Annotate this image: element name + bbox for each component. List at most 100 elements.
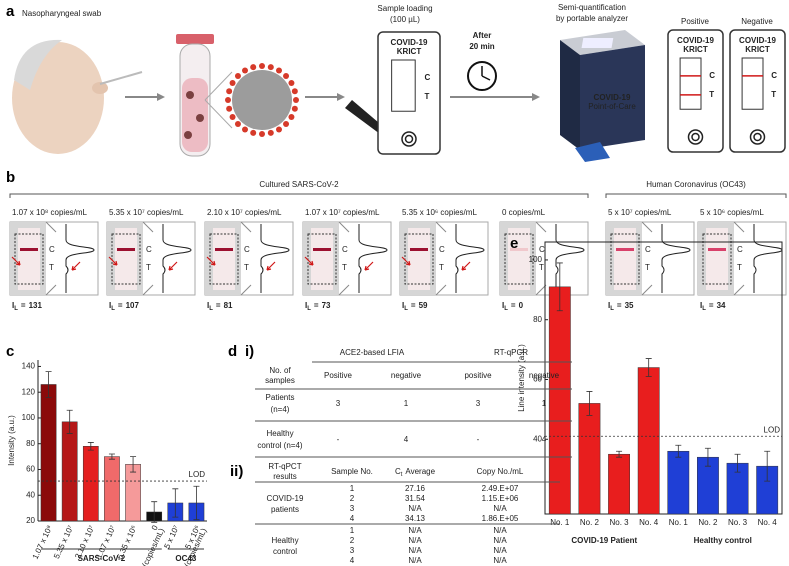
swab xyxy=(99,71,143,85)
symbol: I xyxy=(700,301,702,310)
x-tick-label: No. 2 xyxy=(698,518,718,527)
strip-pad xyxy=(115,228,137,290)
spike xyxy=(229,80,236,86)
analyzer-body xyxy=(560,40,580,150)
row-header: (n=4) xyxy=(271,405,290,414)
cell: 3 xyxy=(350,504,355,513)
strip-pad xyxy=(408,228,430,290)
y-tick-label: 100 xyxy=(529,255,543,264)
equals: = xyxy=(118,301,123,310)
c-label: C xyxy=(244,245,250,254)
cell: N/A xyxy=(493,546,507,555)
strip-pad xyxy=(213,228,235,290)
c-band xyxy=(510,248,528,251)
cell: N/A xyxy=(408,546,422,555)
y-tick-label: 60 xyxy=(26,465,35,474)
header: Copy No./mL xyxy=(477,467,524,476)
spike xyxy=(293,97,299,103)
spike xyxy=(288,114,295,120)
fold xyxy=(733,284,745,296)
x-tick-label: No. 3 xyxy=(610,518,630,527)
rest: Average xyxy=(405,467,435,476)
bar xyxy=(40,384,57,522)
x-tick-label: 1.07 x 10⁸ xyxy=(31,524,54,561)
spike xyxy=(276,126,282,133)
error-bar xyxy=(172,488,179,518)
y-tick-label: 40 xyxy=(26,490,35,499)
spike xyxy=(283,72,290,79)
group-label: control xyxy=(273,547,297,556)
x-tick-label: 5.35 x 10⁷ xyxy=(52,524,75,560)
screen xyxy=(581,38,614,48)
c-band xyxy=(410,248,428,251)
header: positive xyxy=(464,371,492,380)
group-label: Human Coronavirus (OC43) xyxy=(646,180,746,189)
cell: - xyxy=(477,435,480,444)
value: 131 xyxy=(29,301,43,310)
cell: 4 xyxy=(542,435,547,444)
group-label: patients xyxy=(271,505,299,514)
cell: 2.49.E+07 xyxy=(482,484,519,493)
fold xyxy=(435,284,447,296)
cell: 1 xyxy=(404,399,409,408)
cell: N/A xyxy=(493,526,507,535)
concentration-label: 0 copies/mL xyxy=(502,208,546,217)
spike xyxy=(229,114,236,120)
x-tick-line: 5 x 10⁷ xyxy=(162,524,181,550)
y-tick-label: 80 xyxy=(26,439,35,448)
bar xyxy=(82,446,99,522)
concentration-label: 5.35 x 10⁷ copies/mL xyxy=(109,208,184,217)
window xyxy=(404,233,434,285)
fold xyxy=(535,221,547,233)
c-label: C xyxy=(146,245,152,254)
spike xyxy=(242,126,248,133)
c-label: C xyxy=(539,245,545,254)
error-bar xyxy=(704,447,711,467)
t-label: T xyxy=(539,263,544,272)
arrow xyxy=(304,256,314,266)
cell: 27.16 xyxy=(405,484,426,493)
error-bar xyxy=(556,262,563,312)
fold xyxy=(641,284,653,296)
spike xyxy=(276,67,282,74)
spike xyxy=(291,88,298,95)
equals: = xyxy=(511,301,516,310)
window xyxy=(391,59,416,112)
cell: 1 xyxy=(350,484,355,493)
panel-label: b xyxy=(6,169,15,186)
concentration-label: 1.07 x 10⁷ copies/mL xyxy=(305,208,380,217)
concentration-label: 5 x 10⁶ copies/mL xyxy=(700,208,764,217)
row-header: Healthy xyxy=(266,429,293,438)
bar xyxy=(61,421,78,522)
error-bar xyxy=(734,453,741,473)
strip-pad xyxy=(508,228,530,290)
fold xyxy=(142,221,154,233)
fold xyxy=(733,221,745,233)
spike xyxy=(234,72,241,79)
subscript: L xyxy=(610,306,614,312)
c-label: C xyxy=(645,245,651,254)
panel-label: d xyxy=(228,343,237,360)
c-label: C xyxy=(737,245,743,254)
spike xyxy=(250,64,257,71)
clock-hands xyxy=(481,66,491,81)
x-tick-line: 5.35 x 10⁷ xyxy=(52,524,75,560)
row-header: control (n=4) xyxy=(257,441,302,450)
y-tick-label: 100 xyxy=(22,413,36,422)
table-label: i) xyxy=(245,343,254,360)
profile xyxy=(65,224,95,293)
group-label: Healthy control xyxy=(694,536,752,545)
spike xyxy=(291,105,298,112)
group-label: Healthy xyxy=(271,536,298,545)
cell: 3 xyxy=(336,399,341,408)
header: negative xyxy=(391,371,422,380)
window xyxy=(14,233,44,285)
x-tick-line: 0 xyxy=(150,523,160,531)
concentration-label: 5 x 10⁷ copies/mL xyxy=(608,208,672,217)
fold xyxy=(240,221,252,233)
bar xyxy=(637,367,660,515)
tube-cap xyxy=(176,34,214,44)
t-label: T xyxy=(342,263,347,272)
subscript: t xyxy=(401,472,403,478)
cell: 3 xyxy=(476,399,481,408)
